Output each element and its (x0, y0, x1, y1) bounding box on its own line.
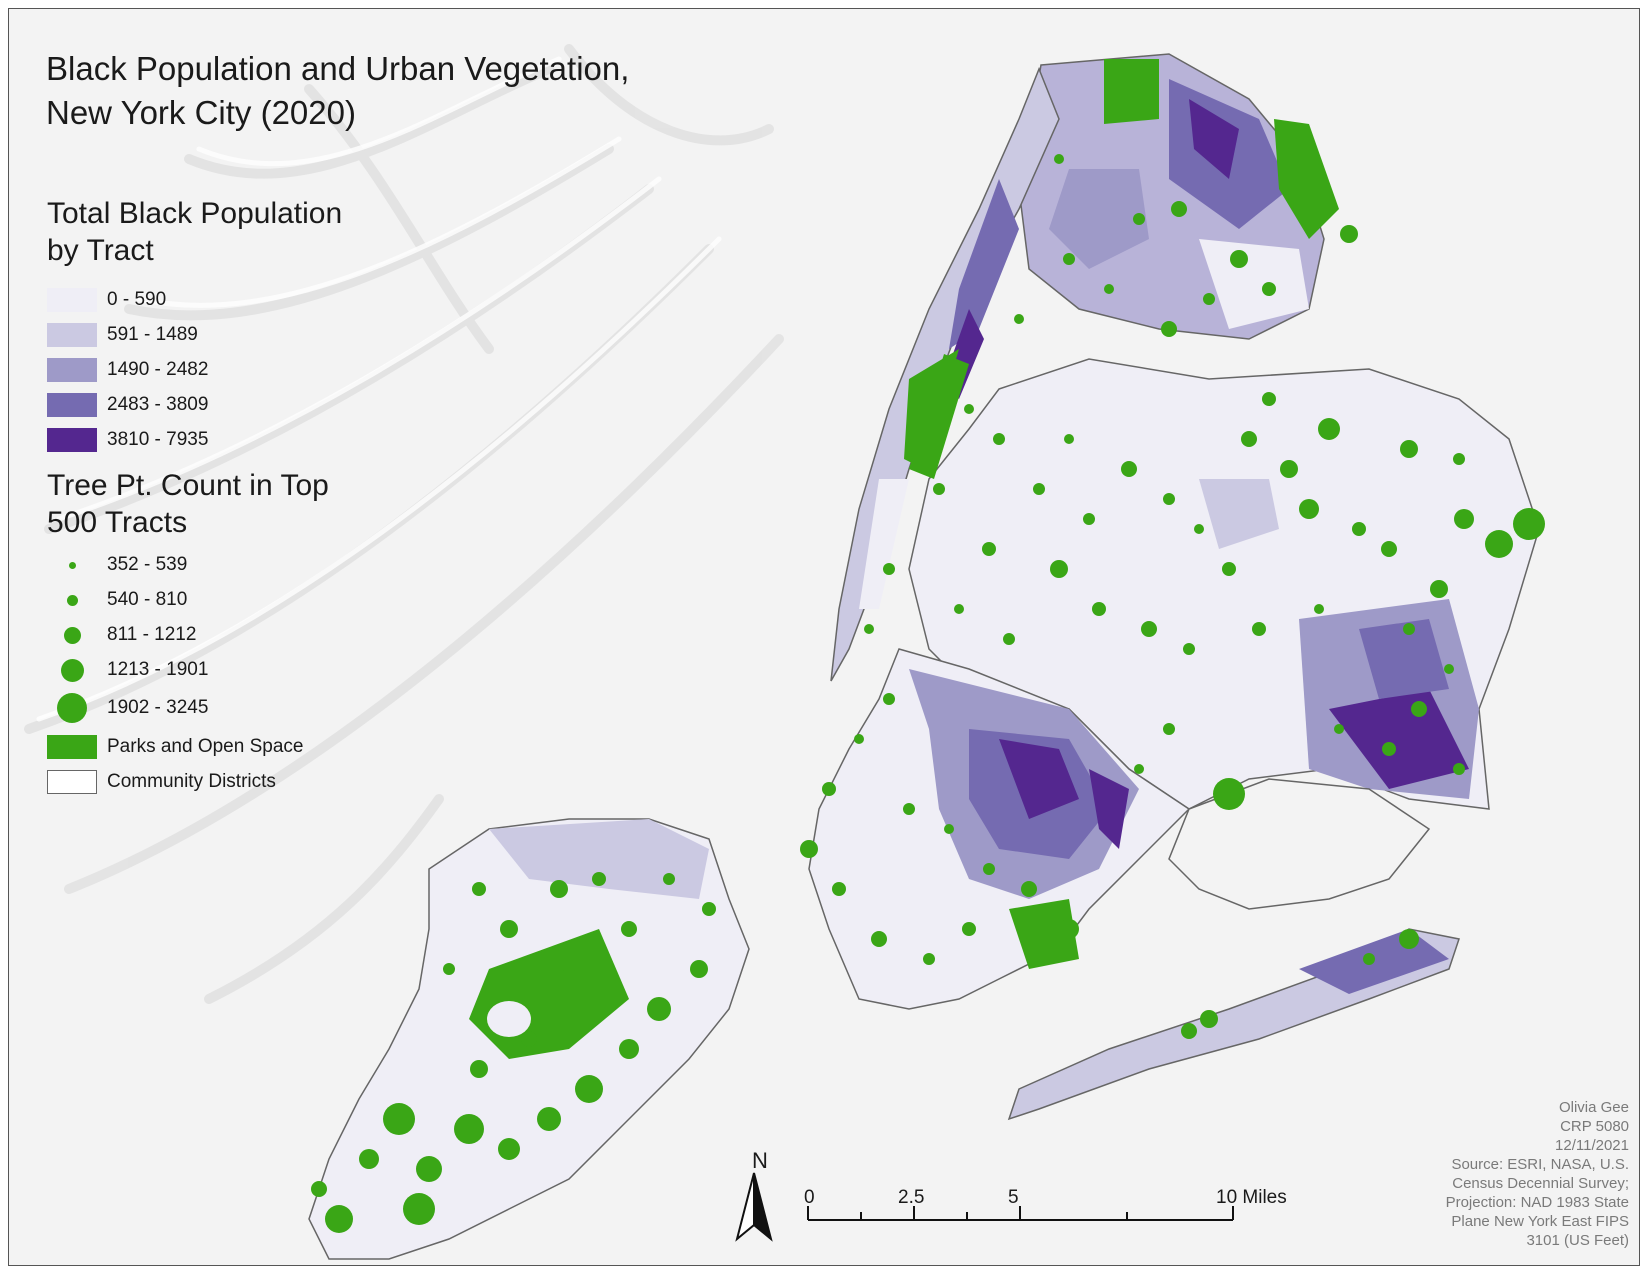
districts-swatch (47, 770, 97, 794)
north-arrow: N (733, 1148, 783, 1248)
map-frame: Black Population and Urban Vegetation, N… (8, 8, 1640, 1266)
queens (908, 358, 1540, 810)
map-title-line2: New York City (2020) (46, 94, 356, 131)
legend: Total Black Population by Tract 0 - 590 … (47, 195, 407, 794)
north-label: N (752, 1148, 768, 1173)
parks-swatch (47, 735, 97, 759)
pelham-bay-park (1274, 119, 1339, 239)
tree-class-5: 1902 - 3245 (47, 693, 208, 723)
tree-class-4: 1213 - 1901 (47, 655, 208, 685)
van-cortlandt-park (1104, 59, 1159, 124)
jamaica-bay (1168, 778, 1431, 910)
choropleth-swatch (47, 323, 97, 347)
tree-class-1: 352 - 539 (47, 550, 187, 580)
scale-label-10: 10 Miles (1216, 1187, 1287, 1208)
scale-label-2-5: 2.5 (898, 1187, 925, 1208)
tree-dot-icon (66, 594, 78, 606)
scale-bar-graphic (807, 1206, 1234, 1221)
districts-legend-item: Community Districts (47, 767, 276, 797)
map-canvas (24, 44, 1545, 1260)
choropleth-swatch (47, 288, 97, 312)
tree-class-2: 540 - 810 (47, 585, 187, 615)
tree-class-3: 811 - 1212 (47, 620, 196, 650)
credits-block: Olivia Gee CRP 5080 12/11/2021 Source: E… (1445, 1099, 1629, 1249)
choropleth-class-5: 3810 - 7935 (47, 425, 208, 455)
north-arrow-icon (735, 1172, 773, 1242)
choropleth-swatch (47, 428, 97, 452)
map-title-line1: Black Population and Urban Vegetation, (46, 50, 630, 87)
tree-dot-icon (68, 561, 76, 569)
tree-count-points (311, 154, 1545, 1233)
choropleth-legend-heading: Total Black Population by Tract (47, 197, 343, 267)
tree-dot-icon (63, 626, 81, 644)
choropleth-swatch (47, 393, 97, 417)
scale-label-0: 0 (804, 1187, 815, 1208)
bronx (1018, 53, 1325, 340)
choropleth-class-4: 2483 - 3809 (47, 390, 208, 420)
scale-label-5: 5 (1008, 1187, 1019, 1208)
choropleth-class-3: 1490 - 2482 (47, 355, 208, 385)
parks-legend-item: Parks and Open Space (47, 732, 303, 762)
map-title: Black Population and Urban Vegetation, N… (46, 47, 766, 135)
brooklyn (808, 648, 1191, 1010)
scale-bar: 0 2.5 5 10 Miles (804, 1187, 1287, 1257)
tree-dot-icon (60, 658, 84, 682)
choropleth-swatch (47, 358, 97, 382)
choropleth-class-2: 591 - 1489 (47, 320, 198, 350)
tree-legend-heading: Tree Pt. Count in Top 500 Tracts (47, 469, 329, 539)
tree-dot-icon (57, 693, 87, 723)
central-park (909, 354, 969, 479)
choropleth-class-1: 0 - 590 (47, 285, 166, 315)
